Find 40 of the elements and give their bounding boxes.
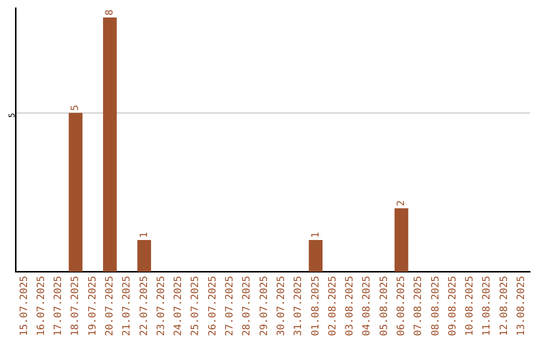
x-tick-label: 30.07.2025 <box>276 276 287 336</box>
bar <box>137 240 152 272</box>
x-tick-label: 16.07.2025 <box>36 276 47 336</box>
x-tick-label: 11.08.2025 <box>482 276 493 336</box>
data-label: 1 <box>138 232 150 238</box>
x-tick-label: 22.07.2025 <box>138 276 150 336</box>
x-tick-label: 08.08.2025 <box>430 276 442 336</box>
x-tick-label: 05.08.2025 <box>378 276 390 336</box>
data-label: 1 <box>310 232 322 238</box>
x-tick-label: 28.07.2025 <box>242 276 253 336</box>
data-label: 2 <box>396 200 407 206</box>
x-tick-label: 06.08.2025 <box>396 276 407 336</box>
x-tick-label: 13.08.2025 <box>516 276 528 336</box>
x-tick-label: 20.07.2025 <box>104 276 116 336</box>
x-tick-label: 12.08.2025 <box>498 276 510 336</box>
x-tick-label: 21.07.2025 <box>122 276 133 336</box>
x-tick-label: 23.07.2025 <box>156 276 167 336</box>
x-tick-label: 01.08.2025 <box>310 276 322 336</box>
x-tick-label: 02.08.2025 <box>327 276 338 336</box>
x-tick-label: 27.07.2025 <box>224 276 236 336</box>
bar <box>394 208 408 272</box>
x-tick-label: 15.07.2025 <box>18 276 30 336</box>
x-tick-label: 18.07.2025 <box>70 276 82 336</box>
x-tick-label: 29.07.2025 <box>258 276 270 336</box>
x-tick-label: 25.07.2025 <box>190 276 202 336</box>
x-tick-label: 31.07.2025 <box>293 276 304 336</box>
x-tick-label: 19.07.2025 <box>87 276 98 336</box>
x-tick-label: 07.08.2025 <box>413 276 424 336</box>
data-label: 8 <box>104 10 116 16</box>
x-tick-label: 10.08.2025 <box>464 276 476 336</box>
bar <box>68 112 82 272</box>
x-tick-label: 26.07.2025 <box>207 276 218 336</box>
x-tick-label: 03.08.2025 <box>344 276 356 336</box>
x-tick-label: 24.07.2025 <box>173 276 184 336</box>
data-label: 5 <box>70 104 82 111</box>
bar <box>308 240 323 272</box>
bar <box>103 18 117 272</box>
x-tick-label: 09.08.2025 <box>447 276 458 336</box>
x-tick-label: 04.08.2025 <box>362 276 373 336</box>
x-tick-label: 17.07.2025 <box>53 276 64 336</box>
